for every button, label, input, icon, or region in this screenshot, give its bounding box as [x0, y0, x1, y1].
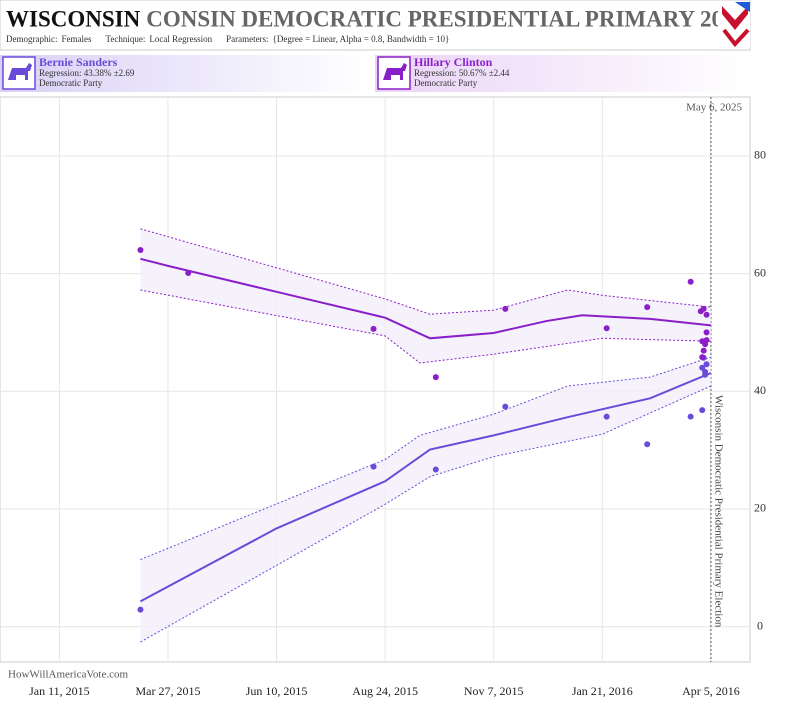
- poll-point: [370, 325, 377, 332]
- parameter-label: Technique:: [105, 34, 145, 44]
- poll-point: [603, 413, 610, 420]
- poll-point: [432, 374, 439, 381]
- confidence-band: [140, 357, 711, 642]
- band-edge: [140, 228, 711, 315]
- parameter-value: Local Regression: [149, 34, 212, 44]
- legend-party: Democratic Party: [39, 78, 103, 88]
- legend-box: [375, 55, 750, 92]
- x-tick-label: Mar 27, 2015: [135, 684, 200, 698]
- legend-regression: Regression: 43.38% ±2.69: [39, 68, 135, 78]
- parameter-label: Parameters:: [226, 34, 268, 44]
- poll-point: [432, 466, 439, 473]
- y-tick-label: 60: [754, 265, 766, 279]
- legend-name: Bernie Sanders: [39, 55, 118, 69]
- poll-point: [702, 371, 709, 378]
- poll-point: [603, 325, 610, 332]
- plot: [137, 228, 712, 643]
- poll-point: [703, 311, 710, 318]
- election-label: Wisconsin Democratic Presidential Primar…: [712, 395, 724, 628]
- parameter-label: Demographic:: [6, 34, 57, 44]
- legend-name: Hillary Clinton: [414, 55, 493, 69]
- y-tick-label: 80: [754, 148, 766, 162]
- poll-point: [687, 413, 694, 420]
- poll-point: [137, 247, 144, 254]
- title-marquee: CONSIN DEMOCRATIC PRESIDENTIAL PRIMARY 2…: [146, 6, 734, 31]
- poll-point: [644, 441, 651, 448]
- x-tick-label: Jan 21, 2016: [572, 684, 633, 698]
- poll-point: [703, 361, 710, 368]
- legend-box: [0, 55, 372, 92]
- legend-party: Democratic Party: [414, 78, 478, 88]
- poll-point: [137, 606, 144, 613]
- poll-point: [502, 305, 509, 312]
- confidence-band: [140, 228, 711, 364]
- title-state: WISCONSIN: [6, 6, 141, 31]
- x-tick-label: Jan 11, 2015: [29, 684, 90, 698]
- x-tick-label: Aug 24, 2015: [352, 684, 418, 698]
- y-tick-label: 0: [757, 618, 763, 632]
- parameters: Demographic: Females Technique: Local Regre…: [6, 34, 449, 44]
- poll-point: [370, 463, 377, 470]
- regression-line: [139, 372, 712, 603]
- band-edge: [140, 385, 712, 643]
- grid: 0 20 40 60 80 Jan 11, 2015 Mar 27, 2015 Jun 10,…: [0, 97, 766, 698]
- poll-point: [687, 278, 694, 285]
- current-date: May 6, 2025: [686, 102, 742, 114]
- band-edge: [140, 356, 712, 561]
- poll-point: [644, 304, 651, 311]
- x-tick-label: Nov 7, 2015: [464, 684, 524, 698]
- donkey-icon: [383, 63, 407, 80]
- poll-point: [699, 354, 706, 361]
- poll-point: [703, 337, 710, 344]
- poll-point: [502, 403, 509, 410]
- poll-point: [700, 347, 707, 354]
- x-tick-label: Apr 5, 2016: [682, 684, 740, 698]
- y-tick-label: 40: [754, 383, 766, 397]
- poll-point: [185, 269, 192, 276]
- regression-line: [140, 257, 712, 340]
- legend-icon: [2, 56, 36, 90]
- poll-point: [699, 407, 706, 414]
- logo: [718, 2, 750, 48]
- donkey-icon: [8, 63, 32, 80]
- y-tick-label: 20: [754, 501, 766, 515]
- poll-point: [703, 329, 710, 336]
- legend-regression: Regression: 50.67% ±2.44: [414, 68, 510, 78]
- poll-point: [700, 305, 707, 312]
- parameter-value: {Degree = Linear, Alpha = 0.8, Bandwidth…: [273, 34, 450, 44]
- x-tick-label: Jun 10, 2015: [246, 684, 308, 698]
- watermark: HowWillAmericaVote.com: [8, 669, 128, 681]
- parameter-value: Females: [61, 34, 91, 44]
- header-box: [0, 0, 751, 51]
